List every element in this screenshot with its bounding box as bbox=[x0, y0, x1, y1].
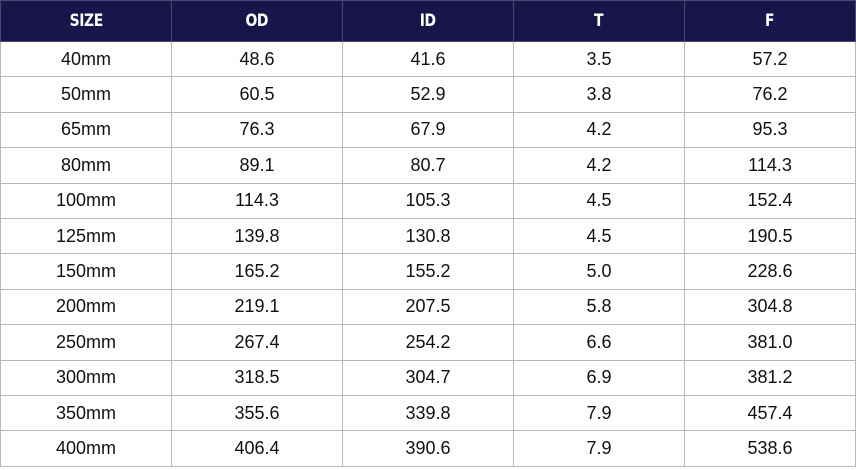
cell-t: 4.2 bbox=[513, 111, 685, 149]
cell-od: 165.2 bbox=[171, 253, 343, 290]
header-t: T bbox=[513, 0, 685, 42]
cell-id: 155.2 bbox=[342, 253, 514, 290]
cell-size: 50mm bbox=[0, 76, 172, 113]
cell-f: 381.0 bbox=[684, 324, 856, 361]
table-row: 300mm 318.5 304.7 6.9 381.2 bbox=[0, 359, 856, 396]
cell-t: 4.5 bbox=[513, 217, 685, 255]
table-row: 65mm 76.3 67.9 4.2 95.3 bbox=[0, 111, 856, 149]
cell-id: 80.7 bbox=[342, 147, 514, 184]
header-t-label: T bbox=[594, 11, 604, 31]
cell-od: 267.4 bbox=[171, 324, 343, 361]
cell-t: 4.5 bbox=[513, 182, 685, 219]
table-row: 40mm 48.6 41.6 3.5 57.2 bbox=[0, 40, 856, 78]
header-size-label: SIZE bbox=[69, 11, 103, 31]
cell-od: 219.1 bbox=[171, 288, 343, 326]
cell-id: 67.9 bbox=[342, 111, 514, 149]
table-body: 40mm 48.6 41.6 3.5 57.2 50mm 60.5 52.9 3… bbox=[0, 40, 856, 467]
cell-f: 304.8 bbox=[684, 288, 856, 326]
cell-od: 355.6 bbox=[171, 394, 343, 432]
cell-f: 457.4 bbox=[684, 394, 856, 432]
cell-id: 339.8 bbox=[342, 394, 514, 432]
table-header: SIZE OD ID T F bbox=[0, 0, 856, 42]
cell-id: 207.5 bbox=[342, 288, 514, 326]
cell-od: 60.5 bbox=[171, 76, 343, 113]
cell-size: 300mm bbox=[0, 359, 172, 396]
cell-t: 7.9 bbox=[513, 394, 685, 432]
cell-size: 65mm bbox=[0, 111, 172, 149]
table-row: 150mm 165.2 155.2 5.0 228.6 bbox=[0, 253, 856, 290]
table-row: 250mm 267.4 254.2 6.6 381.0 bbox=[0, 324, 856, 361]
cell-size: 125mm bbox=[0, 217, 172, 255]
cell-id: 390.6 bbox=[342, 430, 514, 467]
cell-id: 304.7 bbox=[342, 359, 514, 396]
cell-size: 400mm bbox=[0, 430, 172, 467]
cell-f: 95.3 bbox=[684, 111, 856, 149]
cell-t: 3.5 bbox=[513, 40, 685, 78]
cell-od: 114.3 bbox=[171, 182, 343, 219]
cell-f: 114.3 bbox=[684, 147, 856, 184]
header-od-label: OD bbox=[245, 11, 269, 31]
cell-t: 5.8 bbox=[513, 288, 685, 326]
cell-f: 190.5 bbox=[684, 217, 856, 255]
cell-t: 7.9 bbox=[513, 430, 685, 467]
cell-size: 100mm bbox=[0, 182, 172, 219]
cell-od: 406.4 bbox=[171, 430, 343, 467]
header-od: OD bbox=[171, 0, 343, 42]
table-row: 200mm 219.1 207.5 5.8 304.8 bbox=[0, 288, 856, 326]
cell-t: 6.6 bbox=[513, 324, 685, 361]
table-row: 80mm 89.1 80.7 4.2 114.3 bbox=[0, 147, 856, 184]
table-row: 350mm 355.6 339.8 7.9 457.4 bbox=[0, 394, 856, 432]
cell-f: 57.2 bbox=[684, 40, 856, 78]
table-row: 50mm 60.5 52.9 3.8 76.2 bbox=[0, 76, 856, 113]
header-f: F bbox=[684, 0, 856, 42]
header-id-label: ID bbox=[420, 11, 436, 31]
cell-od: 318.5 bbox=[171, 359, 343, 396]
cell-id: 52.9 bbox=[342, 76, 514, 113]
cell-f: 381.2 bbox=[684, 359, 856, 396]
cell-f: 152.4 bbox=[684, 182, 856, 219]
cell-t: 4.2 bbox=[513, 147, 685, 184]
cell-od: 89.1 bbox=[171, 147, 343, 184]
cell-f: 228.6 bbox=[684, 253, 856, 290]
cell-id: 41.6 bbox=[342, 40, 514, 78]
cell-od: 48.6 bbox=[171, 40, 343, 78]
cell-id: 130.8 bbox=[342, 217, 514, 255]
cell-size: 350mm bbox=[0, 394, 172, 432]
table-row: 400mm 406.4 390.6 7.9 538.6 bbox=[0, 430, 856, 467]
cell-id: 254.2 bbox=[342, 324, 514, 361]
header-id: ID bbox=[342, 0, 514, 42]
cell-t: 3.8 bbox=[513, 76, 685, 113]
cell-f: 538.6 bbox=[684, 430, 856, 467]
cell-size: 250mm bbox=[0, 324, 172, 361]
table-row: 100mm 114.3 105.3 4.5 152.4 bbox=[0, 182, 856, 219]
table-row: 125mm 139.8 130.8 4.5 190.5 bbox=[0, 217, 856, 255]
cell-od: 76.3 bbox=[171, 111, 343, 149]
cell-size: 40mm bbox=[0, 40, 172, 78]
header-size: SIZE bbox=[0, 0, 172, 42]
header-f-label: F bbox=[765, 11, 775, 31]
header-row: SIZE OD ID T F bbox=[0, 0, 856, 42]
cell-size: 200mm bbox=[0, 288, 172, 326]
cell-t: 5.0 bbox=[513, 253, 685, 290]
cell-size: 80mm bbox=[0, 147, 172, 184]
cell-f: 76.2 bbox=[684, 76, 856, 113]
cell-od: 139.8 bbox=[171, 217, 343, 255]
cell-size: 150mm bbox=[0, 253, 172, 290]
cell-id: 105.3 bbox=[342, 182, 514, 219]
cell-t: 6.9 bbox=[513, 359, 685, 396]
